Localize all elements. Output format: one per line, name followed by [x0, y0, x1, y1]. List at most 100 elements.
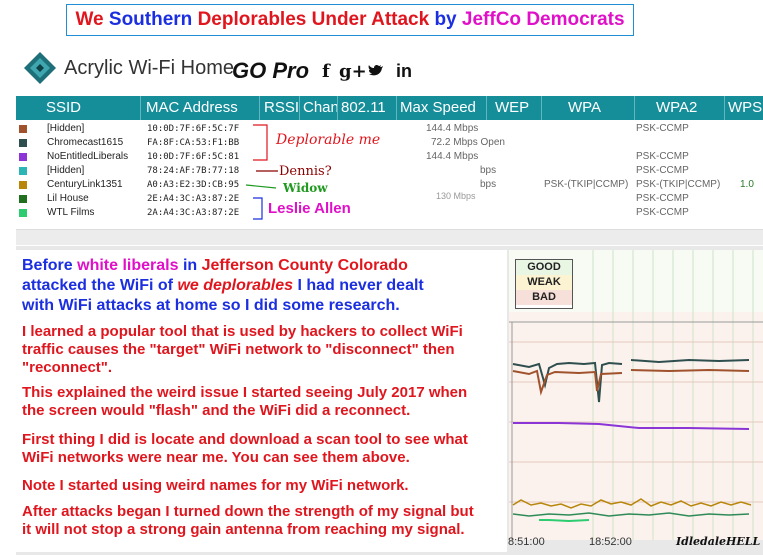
column-header-ssid[interactable]: SSID [46, 99, 82, 116]
story-line: with WiFi attacks at home so I did some … [22, 297, 400, 314]
annotation-deplorable: Deplorable me [276, 132, 381, 148]
legend-good: GOOD [516, 260, 572, 275]
signal-series-hidden-2 [630, 368, 750, 373]
story-line: This explained the weird issue I started… [22, 384, 468, 401]
network-color-swatch [19, 125, 27, 133]
mac-cell: 10:0D:7F:6F:5C:7F [147, 124, 240, 134]
column-header-rssi[interactable]: RSSI [264, 99, 300, 116]
table-row[interactable]: CenturyLink1351 A0:A3:E2:3D:CB:95 bps PS… [16, 178, 763, 192]
wpa-cell: PSK-(TKIP|CCMP) [544, 179, 629, 190]
mac-cell: 2E:A4:3C:A3:87:2E [147, 194, 240, 204]
network-color-swatch [19, 139, 27, 147]
app-header: Acrylic Wi-Fi Home GO Pro f g+ in [16, 44, 763, 96]
signal-series-wtl [539, 519, 590, 523]
ssid-cell: [Hidden] [47, 123, 85, 134]
story-line: Note I started using weird names for my … [22, 477, 409, 494]
ssid-cell: Lil House [47, 193, 89, 204]
google-plus-icon[interactable]: g+ [339, 61, 367, 82]
wpa2-cell: PSK-CCMP [636, 151, 689, 162]
wpa2-cell: PSK-CCMP [636, 193, 689, 204]
banner-word: Southern [108, 9, 193, 30]
time-tick: 8:51:00 [508, 536, 545, 548]
story-line: I learned a popular tool that is used by… [22, 323, 463, 340]
column-header-wps[interactable]: WPS [728, 99, 763, 116]
speed-cell: bps [480, 165, 497, 176]
annotation-dennis: Dennis? [279, 164, 332, 179]
column-header-max-speed[interactable]: Max Speed [400, 99, 476, 116]
signal-series-chromecast-2 [630, 358, 750, 364]
acrylic-logo-icon [24, 52, 56, 84]
story-line: Before white liberals in Jefferson Count… [22, 257, 408, 274]
story-line: WiFi networks were near me. You can see … [22, 449, 410, 466]
ssid-cell: NoEntitledLiberals [47, 151, 129, 162]
column-header-wpa[interactable]: WPA [568, 99, 602, 116]
horizontal-scrollbar[interactable] [16, 229, 763, 245]
banner-word: Under Attack [311, 9, 430, 30]
ssid-cell: CenturyLink1351 [47, 179, 123, 190]
column-header-mac[interactable]: MAC Address [146, 99, 238, 116]
table-row[interactable]: [Hidden] 10:0D:7F:6F:5C:7F 144.4 Mbps PS… [16, 122, 763, 136]
network-color-swatch [19, 181, 27, 189]
table-row[interactable]: Chromecast1615 FA:8F:CA:53:F1:BB 72.2 Mb… [16, 136, 763, 150]
banner-word: JeffCo Democrats [461, 9, 625, 30]
table-row[interactable]: NoEntitledLiberals 10:0D:7F:6F:5C:81 144… [16, 150, 763, 164]
signal-series-lilhouse [512, 512, 750, 517]
column-header-chan[interactable]: Chan [303, 99, 339, 116]
story-line: attacked the WiFi of we deplorables I ha… [22, 277, 424, 294]
network-table-header: SSID MAC Address RSSI Chan 802.11 Max Sp… [16, 96, 763, 120]
story-line: First thing I did is locate and download… [22, 431, 468, 448]
banner-word: Deplorables [197, 9, 307, 30]
column-header-wpa2[interactable]: WPA2 [656, 99, 698, 116]
go-pro-button[interactable]: GO Pro [232, 58, 310, 83]
speed-cell: 72.2 Mbps Open [431, 137, 505, 148]
linkedin-icon[interactable]: in [396, 61, 412, 81]
legend-weak: WEAK [516, 275, 572, 290]
speed-cell: 144.4 Mbps [426, 123, 479, 134]
story-line: traffic causes the "target" WiFi network… [22, 341, 455, 358]
speed-cell: 130 Mbps [436, 191, 476, 201]
banner-word: We [75, 9, 104, 30]
ssid-cell: Chromecast1615 [47, 137, 124, 148]
signal-strength-chart [509, 250, 763, 540]
wpa2-cell: PSK-(TKIP|CCMP) [636, 179, 721, 190]
legend-bad: BAD [516, 290, 572, 305]
wpa2-cell: PSK-CCMP [636, 207, 689, 218]
signal-series-noentitled [513, 422, 750, 430]
table-row[interactable]: Lil House 2E:A4:3C:A3:87:2E 130 Mbps PSK… [16, 191, 763, 206]
wpa2-cell: PSK-CCMP [636, 123, 689, 134]
story-line: "reconnect". [22, 359, 113, 376]
mac-cell: A0:A3:E2:3D:CB:95 [147, 180, 240, 190]
network-table-body: [Hidden] 10:0D:7F:6F:5C:7F 144.4 Mbps PS… [16, 121, 763, 227]
story-line: After attacks began I turned down the st… [22, 503, 474, 520]
facebook-icon[interactable]: f [322, 61, 330, 82]
signature: IdledaleHELL [676, 535, 761, 548]
network-color-swatch [19, 209, 27, 217]
title-banner: We Southern Deplorables Under Attack by … [66, 4, 634, 36]
network-color-swatch [19, 195, 27, 203]
signal-series-centurylink [512, 498, 752, 509]
ssid-cell: [Hidden] [47, 165, 85, 176]
table-row[interactable]: [Hidden] 78:24:AF:7B:77:18 bps PSK-CCMP [16, 164, 763, 178]
wps-cell: 1.0 [740, 179, 754, 190]
signal-series-hidden [512, 369, 623, 396]
network-color-swatch [19, 153, 27, 161]
signal-series-chromecast [512, 361, 623, 403]
mac-cell: 78:24:AF:7B:77:18 [147, 166, 240, 176]
story-line: it will not stop a strong gain antenna f… [22, 521, 465, 538]
signal-quality-legend: GOOD WEAK BAD [515, 259, 573, 309]
mac-cell: 2A:A4:3C:A3:87:2E [147, 208, 240, 218]
column-header-wep[interactable]: WEP [495, 99, 530, 116]
twitter-icon[interactable] [368, 64, 384, 78]
column-header-80211[interactable]: 802.11 [341, 99, 386, 116]
ssid-cell: WTL Films [47, 207, 95, 218]
story-line: the screen would "flash" and the WiFi di… [22, 402, 411, 419]
banner-word: by [434, 9, 457, 30]
story-panel: Before white liberals in Jefferson Count… [16, 250, 507, 552]
speed-cell: bps [480, 179, 497, 190]
network-color-swatch [19, 167, 27, 175]
table-row[interactable]: WTL Films 2A:A4:3C:A3:87:2E PSK-CCMP [16, 206, 763, 220]
mac-cell: 10:0D:7F:6F:5C:81 [147, 152, 240, 162]
annotation-lines [245, 124, 278, 220]
app-title: Acrylic Wi-Fi Home [64, 57, 234, 79]
time-tick: 18:52:00 [589, 536, 632, 548]
